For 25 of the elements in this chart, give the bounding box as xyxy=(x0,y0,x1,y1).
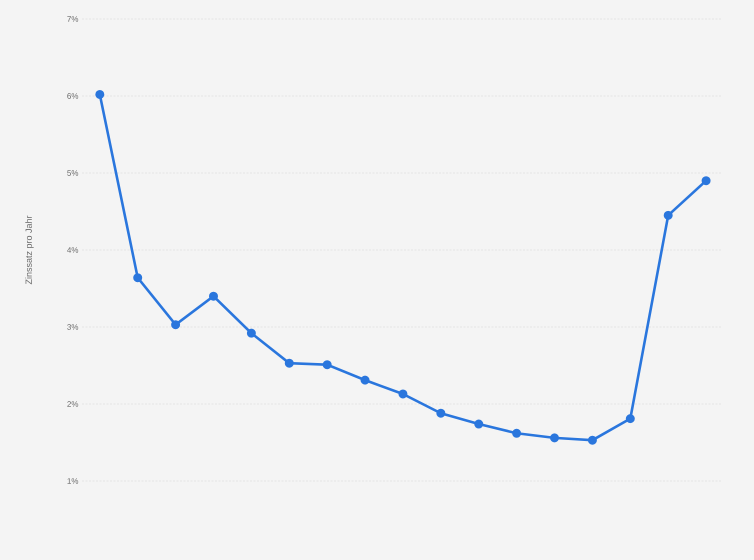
point xyxy=(322,360,332,370)
point xyxy=(512,428,522,438)
y-axis-title: Zinssatz pro Jahr xyxy=(25,216,34,284)
point xyxy=(588,436,597,445)
point xyxy=(550,433,560,442)
point xyxy=(398,389,408,398)
point xyxy=(436,408,446,418)
point xyxy=(474,420,484,429)
y-tick-label: 2% xyxy=(67,401,78,407)
point xyxy=(626,414,635,424)
y-tick-label: 7% xyxy=(67,16,78,22)
point xyxy=(284,358,294,368)
y-tick-label: 1% xyxy=(68,478,78,484)
point xyxy=(664,210,673,220)
y-tick-label: 4% xyxy=(67,247,78,253)
y-tick-label: 5% xyxy=(67,170,78,176)
point xyxy=(133,273,142,282)
y-tick-label: 3% xyxy=(67,324,78,330)
point xyxy=(171,320,180,330)
point xyxy=(702,176,711,186)
point xyxy=(208,292,218,301)
y-tick-label: 6% xyxy=(67,93,78,99)
point xyxy=(95,90,104,99)
point xyxy=(246,328,256,338)
point xyxy=(360,376,370,385)
